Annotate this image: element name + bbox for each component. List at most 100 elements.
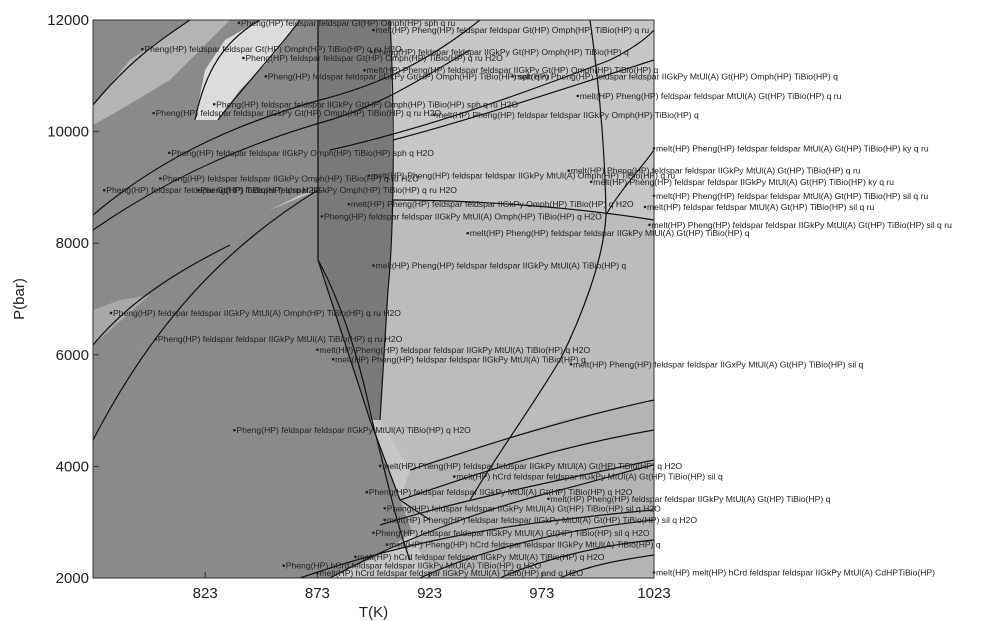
field-label-text: melt(HP) Pheng(HP) feldspar feldspar IIG… [593,177,894,187]
field-label-marker [383,506,387,510]
x-tick-label: 923 [417,585,442,602]
boundary-line [379,459,654,526]
field-label-text: melt(HP) Pheng(HP) feldspar feldspar IIG… [470,228,750,238]
field-label: melt(HP) Pheng(HP) feldspar feldspar IIG… [363,65,659,75]
field-label-text: melt(HP) melt(HP) hCrd feldspar feldspar… [656,567,935,577]
field-label-text: melt(HP) feldspar feldspar MtUl(A) Gt(HP… [647,202,875,212]
plot-frame [92,19,655,579]
field-label-text: melt(HP) Pheng(HP) feldspar feldspar IIG… [371,171,675,181]
boundary-line [194,20,261,121]
field-left-lower-dark [93,190,430,578]
field-label: melt(HP) Pheng(HP) feldspar feldspar IIG… [589,177,894,187]
field-label: Pheng(HP) feldspar feldspar IIGkPy Omph(… [197,185,457,195]
field-label: Pheng(HP) feldspar feldspar IIGkPy MtUl(… [365,487,633,497]
field-label: melt(HP) Pheng(HP) feldspar feldspar MtU… [652,191,928,201]
boundary-line [559,554,654,578]
field-label-text: melt(HP) Pheng(HP) feldspar feldspar Gt(… [376,25,650,35]
field-label: Pheng(HP) feldspar feldspar Gt(HP) TiBio… [102,185,320,195]
field-label-text: melt(HP) Pheng(HP) feldspar feldspar IIG… [387,515,698,525]
y-axis-label: P(bar) [11,278,28,320]
field-label: melt(HP) Pheng(HP) feldspar feldspar IIG… [648,220,952,230]
x-tick-label: 1023 [637,585,670,602]
boundary-line [499,539,654,578]
field-mid-right [380,200,654,470]
field-label-text: melt(HP) hCrd feldspar feldspar IIGkPy M… [358,552,605,562]
field-label-marker [354,555,357,559]
field-label-marker [367,174,371,177]
field-label-marker [212,102,216,106]
field-label-text: melt(HP) Pheng(HP) feldspar feldspar IIG… [319,345,590,355]
field-label-marker [347,202,351,206]
field-center-darker [318,20,393,420]
field-label-text: Pheng(HP) feldspar feldspar Gt(HP) TiBio… [106,185,320,195]
boundary-line [329,29,654,151]
field-label-text: Pheng(HP) feldspar feldspar IIGkPy Gt(HP… [216,99,518,109]
boundary-line [419,519,654,578]
field-label-text: melt(HP) Pheng(HP) feldspar feldspar IIG… [382,461,682,471]
field-label-text: Pheng(HP) feldspar feldspar IIGkPy Omph(… [162,173,419,183]
field-label: Pheng(HP) feldspar feldspar IIGkPy Gt(HP… [152,108,441,118]
field-label-text: melt(HP) Pheng(HP) feldspar feldspar IIG… [652,220,953,230]
field-label: Pheng(HP) feldspar feldspar IIGkPy MtUl(… [154,334,403,344]
field-label-marker [141,47,144,51]
field-label-text: melt(HP) Pheng(HP) hCrd feldspar feldspa… [389,540,661,550]
field-label-marker [152,111,155,115]
field-label-text: melt(HP) Pheng(HP) feldspar feldspar IIG… [367,65,659,75]
field-label-marker [567,169,571,172]
y-tick-label: 4000 [56,458,89,475]
field-label: melt(HP) Pheng(HP) feldspar feldspar IIG… [383,515,697,525]
field-label: Pheng(HP) feldspar feldspar IIGkPy MtUl(… [109,308,401,318]
boundary-line [93,20,481,216]
field-label-text: melt(HP) Pheng(HP) feldspar feldspar IIG… [515,71,839,81]
boundary-line [469,20,607,501]
field-label-marker [320,215,324,218]
field-label: melt(HP) Pheng(HP) feldspar feldspar IIG… [511,71,838,81]
field-label-marker [237,21,241,25]
field-label-marker [109,311,113,315]
field-label-marker [383,518,387,522]
field-label-marker [652,147,656,150]
field-label-marker [167,151,171,155]
phase-boundaries [93,20,654,578]
boundary-line [379,20,394,421]
x-tick-label: 823 [193,585,218,602]
field-label-marker [511,75,514,78]
field-label-text: Pheng(HP) feldspar feldspar IIGkPy MtUl(… [369,487,633,497]
field-label-marker [365,490,369,494]
field-left-dark [93,20,318,440]
field-label: melt(HP) Pheng(HP) feldspar feldspar IIG… [378,461,682,471]
field-label-text: melt(HP) Pheng(HP) feldspar feldspar IIG… [571,166,861,176]
field-label: Pheng(HP) feldspar feldspar IIGkPy Gt(HP… [212,99,518,109]
field-label-text: Pheng(HP) feldspar feldspar Gt(HP) Omph(… [241,18,456,28]
field-label-marker [282,564,286,568]
field-label: melt(HP) hCrd feldspar feldspar IIGkPy M… [316,568,583,578]
field-label-text: Pheng(HP) feldspar feldspar IIGkPy Gt(HP… [373,47,629,57]
field-label-marker [102,188,106,192]
field-label-marker [233,428,236,432]
field-label-marker [316,348,319,352]
field-label-marker [378,464,382,468]
field-label-marker [569,362,573,366]
field-label-marker [369,50,373,54]
y-tick-label: 2000 [56,570,89,587]
y-axis-ticks: 2000 4000 6000 8000 10000 12000 [47,12,99,587]
field-label: melt(HP) melt(HP) hCrd feldspar feldspar… [652,567,935,577]
field-label: Pheng(HP) feldspar feldspar IIGkPy MtUl(… [233,425,471,435]
boundary-line [317,259,411,561]
field-label: melt(HP) Pheng(HP) feldspar feldspar IIG… [567,166,861,176]
field-top-light-band [195,20,300,120]
x-tick-label: 973 [529,585,554,602]
field-label: Pheng(HP) feldspar feldspar IIGkPy MtUl(… [383,503,661,513]
field-label: melt(HP) feldspar feldspar MtUl(A) Gt(HP… [643,202,875,212]
boundary-line [329,464,654,578]
boundary-line [299,509,654,578]
field-label-text: melt(HP) hCrd feldspar feldspar IIGkPy M… [456,471,723,481]
field-label-text: melt(HP) Pheng(HP) feldspar feldspar MtU… [580,91,842,101]
field-label-text: Pheng(HP) feldspar feldspar IIGkPy MtUl(… [236,425,471,435]
y-tick-label: 10000 [47,124,89,141]
field-label-text: Pheng(HP) feldspar feldspar IIGkPy MtUl(… [113,308,401,318]
field-label: Pheng(HP) feldspar feldspar IIGkPy Gt(HP… [264,71,550,81]
field-label-text: melt(HP) Pheng(HP) feldspar feldspar IIG… [551,494,831,504]
field-label-marker [197,188,200,192]
